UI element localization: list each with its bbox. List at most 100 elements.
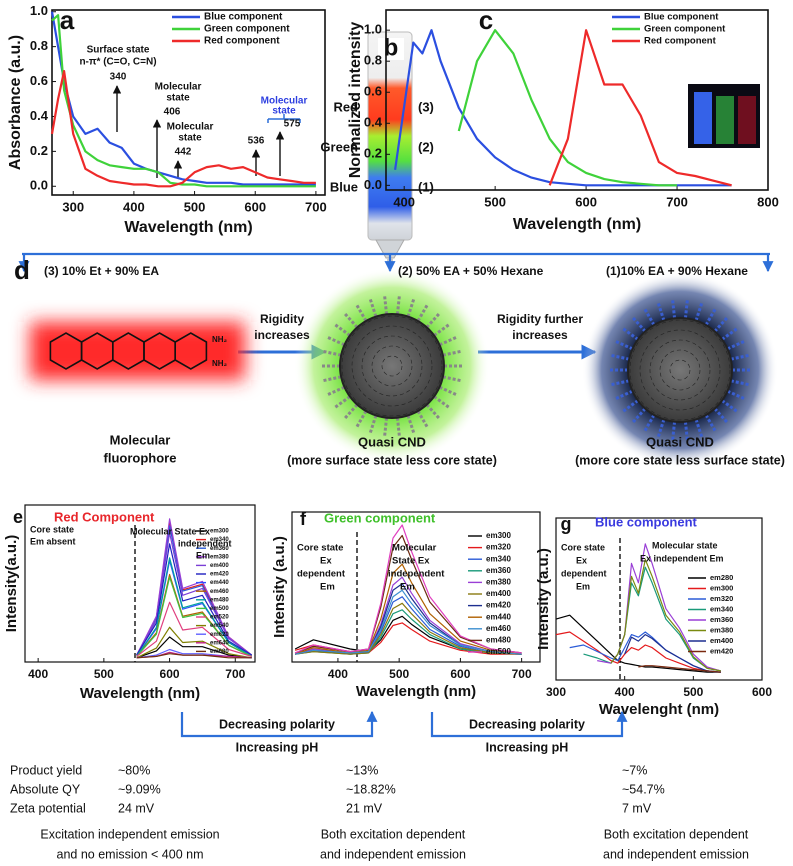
table-cell: Product yield [10, 763, 82, 777]
annotation: 406 [164, 107, 181, 118]
legend-label: em360 [486, 566, 511, 575]
ring [174, 332, 208, 370]
x-tick-label: 500 [683, 685, 703, 699]
y-tick-label: 0.2 [364, 146, 382, 161]
x-tick-label: 700 [305, 199, 327, 214]
series-line [50, 11, 316, 186]
ligand [433, 322, 452, 337]
table-cell: ~13% [346, 763, 378, 777]
legend-label: em680 [210, 649, 229, 655]
ligand [630, 407, 647, 425]
panel-title: Red Component [54, 509, 155, 524]
legend-label: em300 [210, 529, 229, 535]
annotation: Em [576, 581, 590, 591]
ligand [670, 421, 677, 442]
trend-label: Increasing pH [486, 740, 569, 754]
ligand [342, 311, 359, 329]
y-axis-label: Intensity (a.u.) [271, 536, 288, 638]
core-ring [659, 349, 701, 391]
trend-arrows [180, 710, 628, 738]
x-axis-label: Wavelength (nm) [513, 216, 641, 233]
fraction-label: (1)10% EA + 90% Hexane [606, 264, 748, 278]
annotation: Core state [30, 524, 74, 534]
table-cell: ~18.82% [346, 782, 396, 796]
ligand [438, 335, 459, 347]
column [367, 31, 413, 266]
table-cell: 24 mV [118, 801, 155, 815]
core-ring [669, 359, 691, 381]
panel-label: b [384, 34, 399, 61]
legend-label: em440 [210, 580, 229, 586]
series-line [295, 602, 522, 655]
x-tick-label: 700 [666, 194, 688, 209]
legend-label: Red component [204, 36, 280, 47]
annotation: 536 [248, 136, 265, 147]
ligand [425, 403, 442, 421]
ligand [656, 418, 666, 439]
series-line [638, 665, 721, 673]
summary-line: and independent emission [603, 847, 749, 861]
annotation: State Ex [392, 556, 430, 567]
ligand [354, 410, 368, 430]
y-tick-label: 0.8 [30, 38, 48, 53]
annotation: state [166, 93, 190, 104]
ligand [406, 297, 416, 318]
layer-number: (2) [418, 139, 434, 154]
ligand [433, 395, 452, 410]
y-tick-label: 0.0 [364, 177, 382, 192]
legend-label: em340 [210, 537, 229, 543]
legend-label: em480 [486, 636, 511, 645]
ligand [442, 349, 463, 357]
legend-label: em400 [486, 589, 511, 598]
legend-label: em400 [210, 563, 229, 569]
panel-label: g [561, 514, 572, 534]
summary-line: Both excitation dependent [321, 827, 466, 841]
core-ring [649, 339, 711, 401]
annotation: dependent [297, 569, 346, 580]
trend-label: Increasing pH [236, 740, 319, 754]
ligand [342, 403, 359, 421]
core-ring [381, 355, 403, 377]
legend-label: em340 [710, 604, 733, 613]
series-line [548, 29, 732, 187]
table-cell: Zeta potential [10, 801, 86, 815]
legend-label: em380 [210, 554, 229, 560]
ligand [332, 395, 351, 410]
table-cell: ~7% [622, 763, 647, 777]
ligand [609, 379, 630, 387]
core [339, 313, 445, 419]
ligand [642, 414, 656, 434]
ligand [726, 339, 747, 351]
table-cell: ~80% [118, 763, 150, 777]
core-ring [371, 345, 413, 387]
legend-label: em320 [710, 594, 733, 603]
ligand [630, 315, 647, 333]
core-ring [341, 315, 443, 417]
species-name: Quasi CND [358, 434, 426, 449]
legend-label: em420 [486, 601, 511, 610]
annotation: Em [320, 582, 335, 593]
x-tick-label: 600 [244, 199, 266, 214]
legend-label: em640 [210, 640, 229, 646]
ligand [395, 294, 402, 315]
ligand [730, 353, 751, 361]
ligand [704, 414, 718, 434]
plot-frame [555, 517, 763, 681]
x-tick-label: 300 [62, 199, 84, 214]
plot-frame [51, 9, 326, 196]
x-tick-label: 500 [389, 667, 409, 681]
annotation: 575 [284, 119, 301, 130]
ligand [656, 301, 666, 322]
annotation: Em [400, 582, 415, 593]
series-line [136, 557, 253, 657]
ligand [321, 375, 342, 383]
legend-label: em420 [710, 646, 733, 655]
y-tick-label: 0.8 [364, 53, 382, 68]
legend-label: em460 [210, 589, 229, 595]
x-tick-label: 500 [484, 194, 506, 209]
x-tick-label: 500 [94, 667, 114, 681]
annotation: Core state [561, 542, 605, 552]
x-tick-label: 600 [575, 194, 597, 209]
transition-label: Rigidity further [497, 312, 583, 326]
plot-frame [291, 511, 541, 663]
